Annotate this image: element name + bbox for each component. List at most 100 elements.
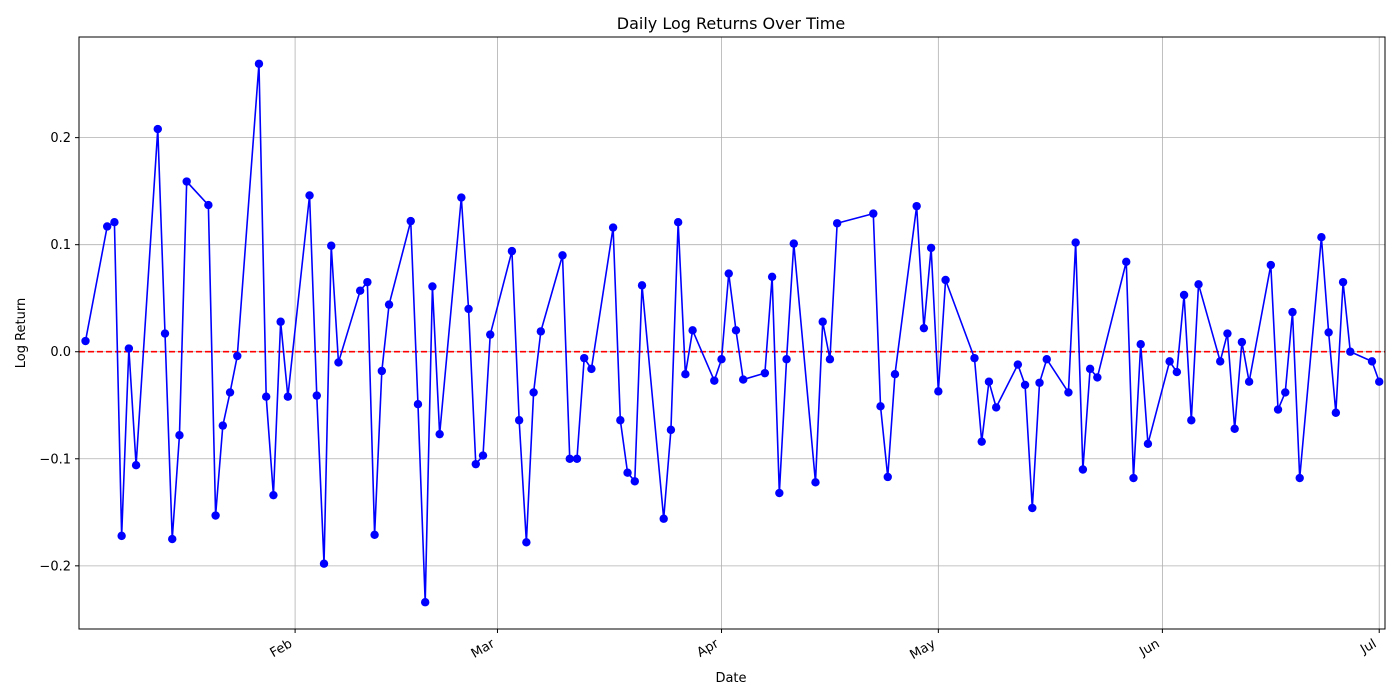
data-point: [1028, 503, 1037, 513]
data-point: [941, 275, 950, 285]
data-point: [1216, 357, 1225, 366]
data-point: [269, 490, 278, 500]
y-tick-label: 0.1: [50, 238, 71, 253]
data-point: [211, 511, 220, 520]
data-point: [876, 402, 885, 411]
data-point: [789, 239, 798, 248]
data-point: [102, 222, 112, 231]
data-point: [1064, 388, 1073, 397]
data-point: [1093, 373, 1102, 382]
data-point: [175, 431, 184, 440]
data-point: [1346, 347, 1355, 356]
data-point: [565, 454, 574, 463]
data-point: [377, 366, 387, 376]
data-point: [984, 377, 994, 386]
data-point: [1143, 439, 1153, 448]
data-point: [305, 191, 314, 200]
data-point: [1129, 473, 1138, 483]
data-point: [276, 317, 285, 326]
data-point: [1035, 378, 1044, 387]
data-point: [739, 375, 748, 384]
data-point: [1122, 257, 1131, 267]
data-point: [659, 514, 668, 523]
data-point: [529, 388, 538, 397]
data-point: [182, 177, 191, 186]
data-point: [478, 451, 488, 460]
data-point: [261, 392, 271, 401]
data-point: [160, 329, 170, 338]
data-point: [1194, 280, 1203, 289]
data-point: [1331, 408, 1341, 417]
data-point: [471, 459, 480, 469]
data-point: [883, 472, 892, 482]
data-point: [919, 323, 929, 333]
data-point: [1085, 364, 1095, 374]
data-point: [1078, 465, 1088, 474]
y-tick-label: 0.0: [50, 345, 71, 360]
data-point: [587, 364, 596, 374]
data-point: [869, 209, 878, 218]
data-point: [420, 598, 430, 607]
data-point: [218, 421, 228, 430]
data-point: [1237, 337, 1247, 347]
data-point: [832, 219, 842, 228]
data-point: [926, 243, 936, 253]
plot-layer: [81, 59, 1384, 607]
data-point: [363, 277, 372, 287]
data-point: [168, 534, 177, 544]
data-point: [1375, 377, 1384, 386]
data-point: [81, 336, 90, 346]
data-point: [688, 326, 697, 335]
data-point: [616, 416, 625, 425]
data-point: [1273, 405, 1283, 414]
y-tick-label: 0.2: [50, 131, 71, 146]
data-point: [1338, 277, 1348, 287]
data-point: [225, 388, 235, 397]
data-point: [782, 355, 791, 364]
data-point: [991, 403, 1001, 412]
data-point: [1324, 328, 1333, 337]
data-line: [84, 63, 1380, 603]
data-point: [1317, 232, 1326, 242]
data-point: [1042, 355, 1051, 364]
data-point: [312, 391, 321, 400]
x-tick-label: Jul: [1357, 636, 1379, 657]
data-point: [731, 326, 741, 335]
data-point: [153, 124, 162, 134]
data-point: [811, 478, 820, 487]
data-point: [681, 370, 690, 379]
data-point: [1020, 380, 1030, 390]
data-point: [1165, 357, 1174, 366]
data-point: [912, 201, 921, 211]
data-point: [233, 351, 242, 361]
data-point: [637, 281, 647, 290]
data-point: [334, 358, 343, 367]
x-axis-label: Date: [715, 671, 746, 686]
data-point: [514, 416, 524, 425]
data-point: [767, 272, 777, 281]
data-point: [608, 223, 618, 232]
data-point: [413, 399, 423, 409]
data-point: [507, 246, 517, 256]
data-point: [1266, 260, 1276, 270]
data-point: [110, 218, 119, 227]
chart-title: Daily Log Returns Over Time: [617, 14, 845, 33]
data-point: [1288, 307, 1297, 317]
data-point: [710, 376, 719, 385]
data-point: [522, 538, 531, 547]
plot-frame: [78, 36, 1386, 630]
data-point: [1244, 377, 1254, 386]
data-point: [428, 282, 437, 291]
data-point: [283, 392, 293, 401]
data-point: [319, 559, 329, 568]
data-point: [572, 454, 582, 463]
data-point: [1013, 360, 1023, 369]
data-point: [486, 330, 495, 339]
data-point: [327, 241, 336, 250]
data-point: [384, 300, 394, 309]
data-point: [406, 216, 415, 226]
data-point: [457, 193, 466, 202]
data-point: [825, 355, 835, 364]
data-point: [934, 387, 943, 396]
